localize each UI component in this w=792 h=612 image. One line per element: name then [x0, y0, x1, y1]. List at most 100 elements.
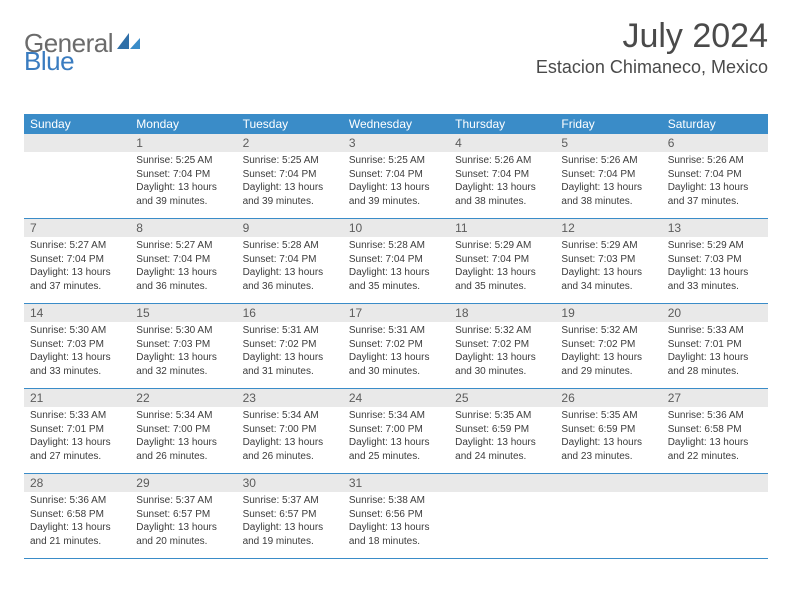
day-number	[24, 134, 130, 152]
day-cell: 28Sunrise: 5:36 AMSunset: 6:58 PMDayligh…	[24, 474, 130, 558]
day-number: 5	[555, 134, 661, 152]
day-sunrise: Sunrise: 5:31 AM	[349, 324, 443, 338]
day-body: Sunrise: 5:29 AMSunset: 7:03 PMDaylight:…	[662, 237, 768, 297]
day-body: Sunrise: 5:33 AMSunset: 7:01 PMDaylight:…	[662, 322, 768, 382]
day-daylight1: Daylight: 13 hours	[668, 181, 762, 195]
day-sunset: Sunset: 7:02 PM	[349, 338, 443, 352]
day-daylight1: Daylight: 13 hours	[30, 521, 124, 535]
page-header: General July 2024 Estacion Chimaneco, Me…	[24, 18, 768, 78]
day-number: 14	[24, 304, 130, 322]
day-number: 31	[343, 474, 449, 492]
day-daylight2: and 37 minutes.	[30, 280, 124, 294]
day-cell: 30Sunrise: 5:37 AMSunset: 6:57 PMDayligh…	[237, 474, 343, 558]
day-daylight2: and 38 minutes.	[561, 195, 655, 209]
day-daylight1: Daylight: 13 hours	[349, 521, 443, 535]
day-body: Sunrise: 5:33 AMSunset: 7:01 PMDaylight:…	[24, 407, 130, 467]
day-sunset: Sunset: 7:01 PM	[30, 423, 124, 437]
day-number: 22	[130, 389, 236, 407]
day-daylight1: Daylight: 13 hours	[455, 181, 549, 195]
day-sunset: Sunset: 7:00 PM	[136, 423, 230, 437]
day-daylight2: and 26 minutes.	[136, 450, 230, 464]
day-daylight2: and 39 minutes.	[349, 195, 443, 209]
day-cell: 15Sunrise: 5:30 AMSunset: 7:03 PMDayligh…	[130, 304, 236, 388]
day-sunset: Sunset: 6:58 PM	[668, 423, 762, 437]
day-daylight2: and 39 minutes.	[243, 195, 337, 209]
day-body: Sunrise: 5:26 AMSunset: 7:04 PMDaylight:…	[449, 152, 555, 212]
day-sunrise: Sunrise: 5:35 AM	[455, 409, 549, 423]
day-daylight2: and 36 minutes.	[243, 280, 337, 294]
day-body: Sunrise: 5:32 AMSunset: 7:02 PMDaylight:…	[555, 322, 661, 382]
day-daylight1: Daylight: 13 hours	[30, 436, 124, 450]
day-daylight1: Daylight: 13 hours	[243, 181, 337, 195]
day-cell: 20Sunrise: 5:33 AMSunset: 7:01 PMDayligh…	[662, 304, 768, 388]
day-sunrise: Sunrise: 5:31 AM	[243, 324, 337, 338]
day-daylight2: and 22 minutes.	[668, 450, 762, 464]
calendar-grid: Sunday Monday Tuesday Wednesday Thursday…	[24, 114, 768, 559]
day-cell: 12 Sunrise: 5:29 AMSunset: 7:03 PMDayligh…	[555, 219, 661, 303]
week-row: 28Sunrise: 5:36 AMSunset: 6:58 PMDayligh…	[24, 474, 768, 559]
day-daylight1: Daylight: 13 hours	[455, 436, 549, 450]
day-sunset: Sunset: 7:04 PM	[30, 253, 124, 267]
day-sunrise: Sunrise: 5:26 AM	[455, 154, 549, 168]
day-daylight1: Daylight: 13 hours	[349, 436, 443, 450]
day-daylight2: and 37 minutes.	[668, 195, 762, 209]
weekday-sunday: Sunday	[24, 114, 130, 134]
calendar-page: General July 2024 Estacion Chimaneco, Me…	[0, 0, 792, 559]
day-number: 12	[555, 219, 661, 237]
day-daylight2: and 29 minutes.	[561, 365, 655, 379]
day-number: 17	[343, 304, 449, 322]
day-sunrise: Sunrise: 5:29 AM	[455, 239, 549, 253]
weeks-container: 1Sunrise: 5:25 AMSunset: 7:04 PMDaylight…	[24, 134, 768, 559]
day-daylight2: and 26 minutes.	[243, 450, 337, 464]
day-cell: 26Sunrise: 5:35 AMSunset: 6:59 PMDayligh…	[555, 389, 661, 473]
day-number: 4	[449, 134, 555, 152]
day-number: 2	[237, 134, 343, 152]
day-sunset: Sunset: 7:00 PM	[243, 423, 337, 437]
day-number: 9	[237, 219, 343, 237]
day-sunrise: Sunrise: 5:26 AM	[561, 154, 655, 168]
day-daylight1: Daylight: 13 hours	[561, 436, 655, 450]
day-sunset: Sunset: 7:03 PM	[561, 253, 655, 267]
day-daylight1: Daylight: 13 hours	[561, 266, 655, 280]
day-number: 26	[555, 389, 661, 407]
day-sunset: Sunset: 6:58 PM	[30, 508, 124, 522]
day-daylight1: Daylight: 13 hours	[136, 266, 230, 280]
day-daylight2: and 34 minutes.	[561, 280, 655, 294]
day-cell: 13Sunrise: 5:29 AMSunset: 7:03 PMDayligh…	[662, 219, 768, 303]
day-number: 21	[24, 389, 130, 407]
day-daylight1: Daylight: 13 hours	[668, 436, 762, 450]
day-daylight1: Daylight: 13 hours	[30, 266, 124, 280]
day-sunset: Sunset: 7:03 PM	[136, 338, 230, 352]
day-daylight2: and 18 minutes.	[349, 535, 443, 549]
day-sunrise: Sunrise: 5:28 AM	[349, 239, 443, 253]
day-sunrise: Sunrise: 5:33 AM	[30, 409, 124, 423]
weekday-thursday: Thursday	[449, 114, 555, 134]
day-cell: 14Sunrise: 5:30 AMSunset: 7:03 PMDayligh…	[24, 304, 130, 388]
day-number: 8	[130, 219, 236, 237]
day-body: Sunrise: 5:37 AMSunset: 6:57 PMDaylight:…	[130, 492, 236, 552]
day-sunrise: Sunrise: 5:37 AM	[243, 494, 337, 508]
day-cell: 4Sunrise: 5:26 AMSunset: 7:04 PMDaylight…	[449, 134, 555, 218]
day-sunset: Sunset: 7:02 PM	[561, 338, 655, 352]
day-sunrise: Sunrise: 5:34 AM	[349, 409, 443, 423]
day-sunset: Sunset: 7:03 PM	[30, 338, 124, 352]
day-body: Sunrise: 5:34 AMSunset: 7:00 PMDaylight:…	[237, 407, 343, 467]
day-daylight1: Daylight: 13 hours	[349, 266, 443, 280]
day-sunrise: Sunrise: 5:29 AM	[561, 239, 655, 253]
day-sunset: Sunset: 7:04 PM	[136, 168, 230, 182]
week-row: 1Sunrise: 5:25 AMSunset: 7:04 PMDaylight…	[24, 134, 768, 219]
day-sunrise: Sunrise: 5:29 AM	[668, 239, 762, 253]
day-cell: 9Sunrise: 5:28 AMSunset: 7:04 PMDaylight…	[237, 219, 343, 303]
day-daylight2: and 39 minutes.	[136, 195, 230, 209]
weekday-tuesday: Tuesday	[237, 114, 343, 134]
day-sunset: Sunset: 7:04 PM	[561, 168, 655, 182]
day-number: 13	[662, 219, 768, 237]
day-daylight2: and 35 minutes.	[349, 280, 443, 294]
day-cell: 7Sunrise: 5:27 AMSunset: 7:04 PMDaylight…	[24, 219, 130, 303]
day-sunrise: Sunrise: 5:36 AM	[30, 494, 124, 508]
week-row: 14Sunrise: 5:30 AMSunset: 7:03 PMDayligh…	[24, 304, 768, 389]
day-body: Sunrise: 5:37 AMSunset: 6:57 PMDaylight:…	[237, 492, 343, 552]
day-cell: 22Sunrise: 5:34 AMSunset: 7:00 PMDayligh…	[130, 389, 236, 473]
day-sunrise: Sunrise: 5:38 AM	[349, 494, 443, 508]
day-cell: 27Sunrise: 5:36 AMSunset: 6:58 PMDayligh…	[662, 389, 768, 473]
